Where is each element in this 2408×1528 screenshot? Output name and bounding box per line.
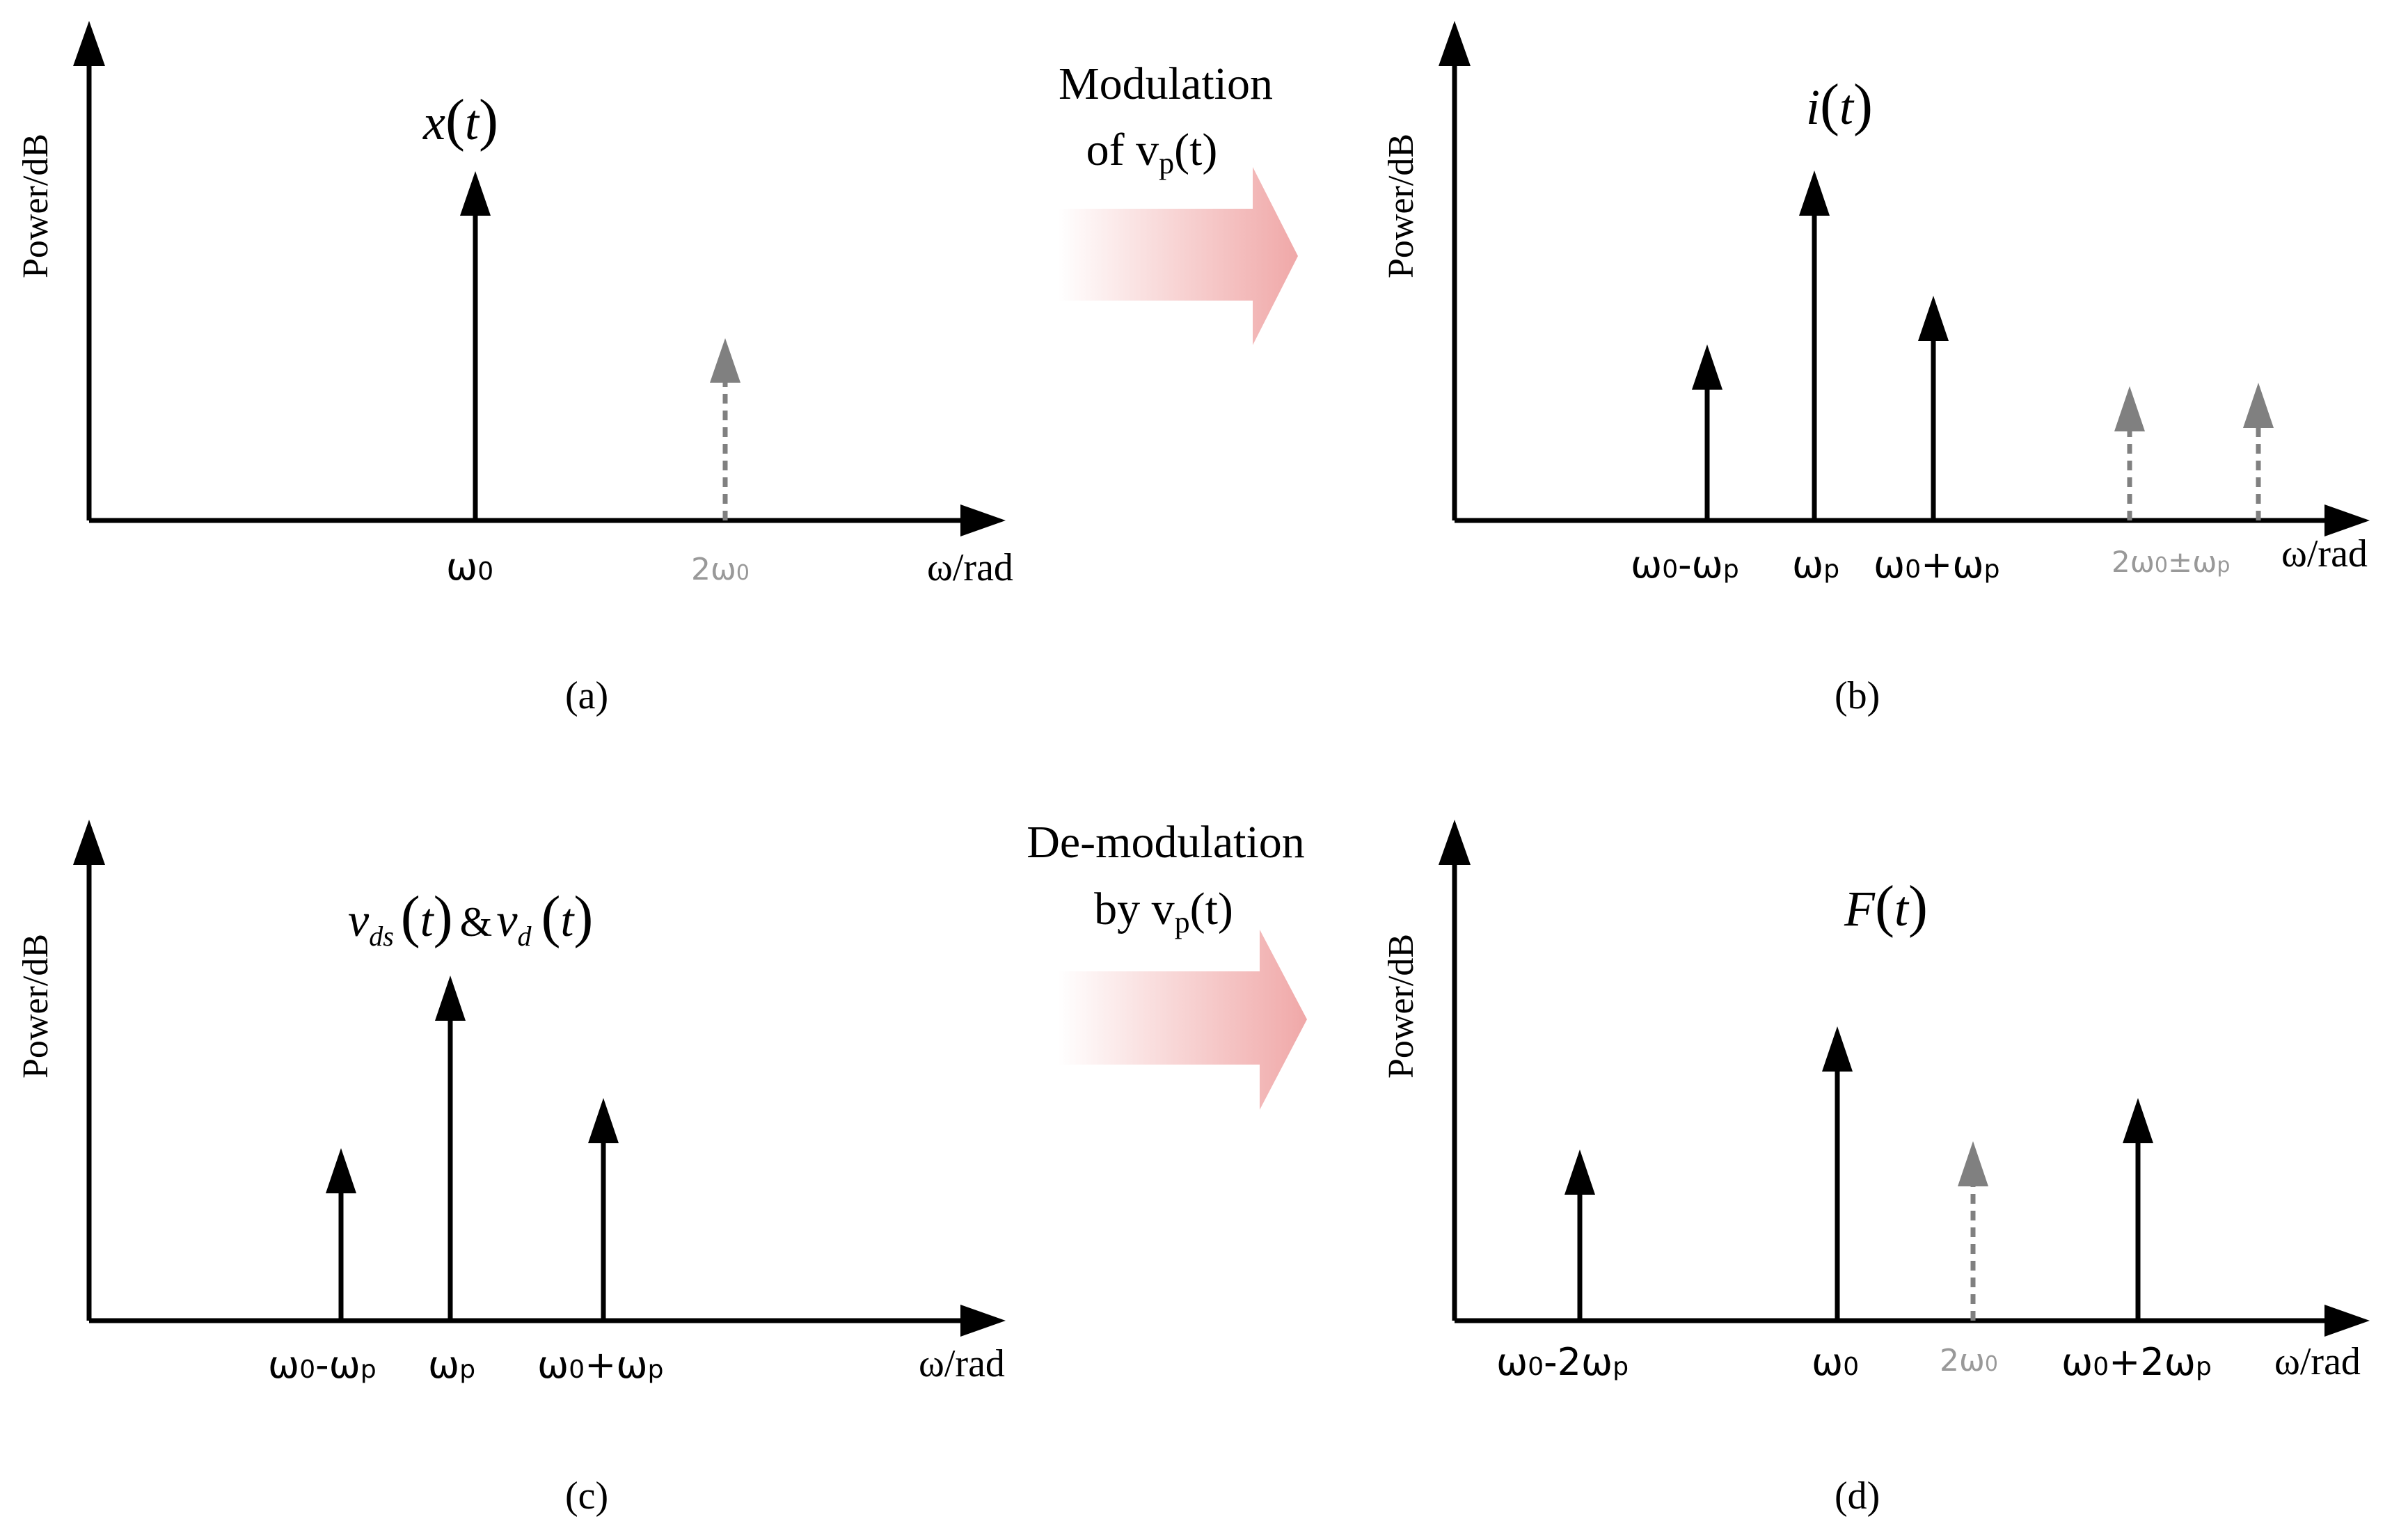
harmonic-line-arrowhead <box>2243 383 2274 428</box>
tick-label-upper: ω0+2ωp <box>2061 1340 2212 1384</box>
caption-d: (d) <box>1835 1474 1880 1518</box>
tick-label-lower-sideband: ω0-ωp <box>1631 543 1739 587</box>
y-axis-arrowhead <box>73 820 105 865</box>
demodulation-arrow <box>1058 930 1307 1110</box>
signal-label: vds (t) &vd (t) <box>348 884 593 952</box>
panel-d: Power/dB ω/rad F(t) ω0-2ωp ω0 2ω0 ω0+2ωp… <box>1381 820 2370 1518</box>
spectral-line-arrowhead <box>2123 1098 2153 1143</box>
spectral-line-arrowhead <box>1799 170 1830 216</box>
spectral-line-arrowhead <box>435 976 466 1021</box>
harmonic-line-arrowhead <box>1958 1141 1988 1186</box>
modulation-label-line1: Modulation <box>1059 58 1273 109</box>
caption-c: (c) <box>565 1474 608 1518</box>
spectral-line-arrowhead <box>460 171 491 216</box>
y-axis-arrowhead <box>73 21 105 66</box>
y-axis-arrowhead <box>1439 21 1471 66</box>
tick-label-harmonics: 2ω0±ωp <box>2112 545 2230 579</box>
tick-label-omega0: ω0 <box>446 545 493 589</box>
x-axis-arrowhead <box>2324 1305 2370 1337</box>
spectral-line-arrowhead <box>1692 344 1722 390</box>
x-axis-label: ω/rad <box>2281 532 2368 575</box>
tick-label-fundamental: ω0 <box>1812 1340 1859 1384</box>
panel-b: Power/dB ω/rad i(t) ω0-ωp ωp ω0+ωp 2ω0±ω… <box>1381 21 2370 717</box>
signal-label: x(t) <box>422 88 498 152</box>
tick-label-2omega0: 2ω0 <box>1940 1343 1998 1378</box>
signal-label: F(t) <box>1844 874 1928 939</box>
y-axis-label: Power/dB <box>1381 134 1421 278</box>
tick-label-upper-sideband: ω0+ωp <box>537 1343 663 1387</box>
modulation-label-line2: of vp(t) <box>1086 125 1218 180</box>
demodulation-label-line1: De-modulation <box>1027 817 1305 868</box>
tick-label-upper-sideband: ω0+ωp <box>1874 543 1999 587</box>
harmonic-line-arrowhead <box>2114 386 2145 431</box>
spectral-line-arrowhead <box>326 1148 356 1193</box>
demodulation-transfer: De-modulation by vp(t) <box>1027 817 1307 1110</box>
tick-label-pump: ωp <box>428 1343 475 1387</box>
y-axis-label: Power/dB <box>16 134 56 278</box>
x-axis-label: ω/rad <box>919 1342 1005 1385</box>
y-axis-label: Power/dB <box>16 934 56 1079</box>
demodulation-label-line2: by vp(t) <box>1094 884 1233 939</box>
harmonic-line-arrowhead <box>710 338 740 383</box>
y-axis-label: Power/dB <box>1381 934 1421 1079</box>
x-axis-arrowhead <box>960 504 1006 536</box>
spectral-line-arrowhead <box>1565 1149 1595 1195</box>
x-axis-arrowhead <box>960 1305 1006 1337</box>
panel-a: Power/dB ω/rad x(t) ω0 2ω0 (a) <box>16 21 1013 717</box>
x-axis-label: ω/rad <box>2274 1340 2361 1383</box>
panel-c: Power/dB ω/rad vds (t) &vd (t) ω0-ωp ωp ω0+… <box>16 820 1006 1518</box>
tick-label-2omega0: 2ω0 <box>691 552 750 587</box>
spectral-line-arrowhead <box>588 1098 619 1143</box>
x-axis-arrowhead <box>2324 504 2370 536</box>
caption-a: (a) <box>565 674 608 717</box>
modulation-transfer: Modulation of vp(t) <box>1058 58 1298 345</box>
spectral-line-arrowhead <box>1822 1026 1853 1072</box>
modulation-arrow <box>1058 167 1298 345</box>
caption-b: (b) <box>1835 674 1880 717</box>
spectral-line-arrowhead <box>1918 296 1949 341</box>
y-axis-arrowhead <box>1439 820 1471 865</box>
x-axis-label: ω/rad <box>927 546 1013 589</box>
tick-label-lower-sideband: ω0-ωp <box>268 1343 377 1387</box>
tick-label-pump: ωp <box>1792 543 1839 587</box>
tick-label-lower: ω0-2ωp <box>1496 1340 1629 1384</box>
signal-label: i(t) <box>1806 72 1873 137</box>
